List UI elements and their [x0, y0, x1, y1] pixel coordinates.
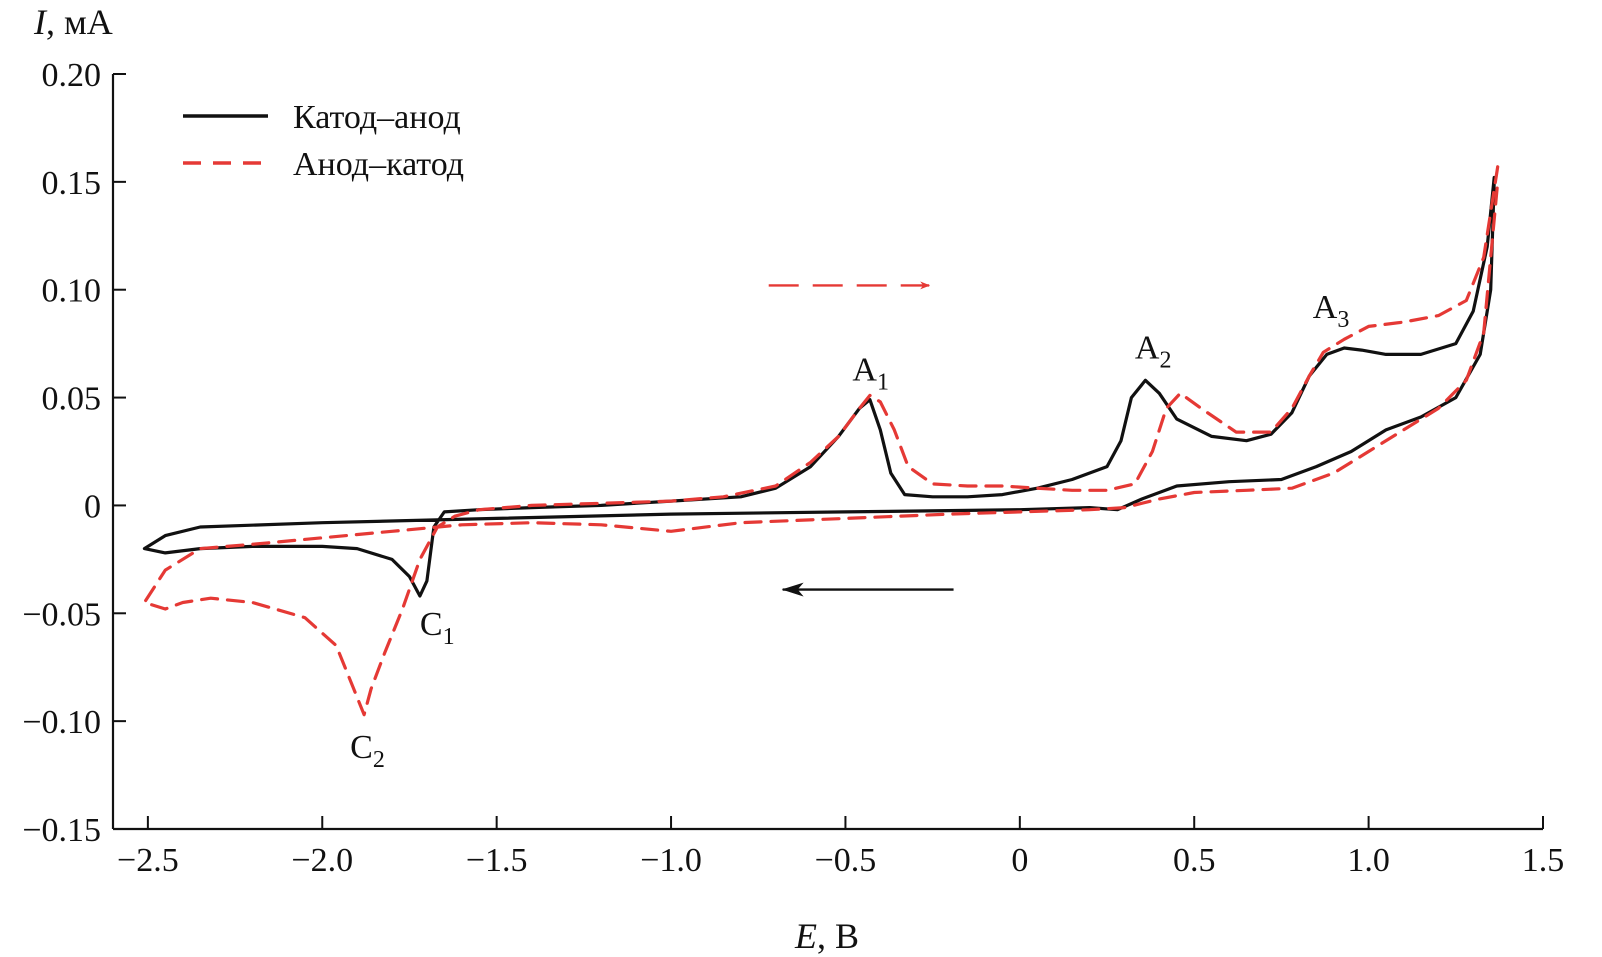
peak-label-a3: A3	[1313, 289, 1350, 333]
peak-label-subscript: 1	[443, 624, 455, 650]
peak-label-main: A	[852, 351, 877, 388]
x-tick-label: 1.5	[1522, 842, 1565, 879]
x-tick-label: 0	[1011, 842, 1028, 879]
peak-label-main: A	[1135, 330, 1160, 367]
x-tick-label: −0.5	[815, 842, 877, 879]
x-axis-title: E, В	[794, 916, 859, 956]
y-tick-label: 0	[84, 488, 101, 525]
peak-label-c1: C1	[420, 606, 455, 650]
y-axis-unit: , мА	[46, 2, 113, 42]
legend-label-cathode-anode: Катод–анод	[293, 99, 461, 136]
x-tick-label: −1.5	[466, 842, 528, 879]
x-tick-label: 1.0	[1347, 842, 1390, 879]
peak-label-subscript: 3	[1337, 307, 1349, 333]
series-line-anode-cathode	[142, 165, 1500, 717]
peak-label-a2: A2	[1135, 330, 1172, 374]
peak-label-c2: C2	[350, 729, 385, 773]
y-tick-label: −0.15	[22, 812, 101, 849]
peak-label-main: A	[1313, 289, 1338, 326]
x-tick-label: 0.5	[1173, 842, 1216, 879]
x-tick-label: −1.0	[640, 842, 702, 879]
x-axis-var: E	[794, 916, 817, 956]
y-tick-label: 0.10	[42, 273, 102, 310]
y-tick-label: −0.05	[22, 596, 101, 633]
peak-label-subscript: 2	[1159, 348, 1171, 374]
legend: Катод–анод Анод–катод	[183, 99, 464, 183]
y-tick-label: 0.05	[42, 381, 102, 418]
legend-label-anode-cathode: Анод–катод	[293, 146, 464, 183]
peak-label-main: C	[420, 606, 443, 643]
peak-label-a1: A1	[852, 351, 889, 395]
axes	[111, 74, 1543, 831]
y-axis-title: I, мА	[33, 2, 113, 42]
x-tick-label: −2.5	[117, 842, 179, 879]
peak-label-subscript: 2	[373, 747, 385, 773]
y-tick-label: −0.10	[22, 704, 101, 741]
series-layer	[142, 165, 1500, 717]
y-tick-label: 0.15	[42, 165, 102, 202]
direction-arrows	[768, 281, 954, 597]
x-axis-unit: , В	[817, 916, 859, 956]
y-tick-label: 0.20	[42, 57, 102, 94]
peak-label-main: C	[350, 729, 373, 766]
ticks: 0.20 0.15 0.10 0.05 0 −0.05 −0.10 −0.15 −2.5 −2.0…	[22, 57, 1564, 879]
peak-label-subscript: 1	[877, 369, 889, 395]
y-axis-var: I	[33, 2, 48, 42]
x-tick-label: −2.0	[291, 842, 353, 879]
series-line-cathode-anode	[142, 175, 1496, 598]
